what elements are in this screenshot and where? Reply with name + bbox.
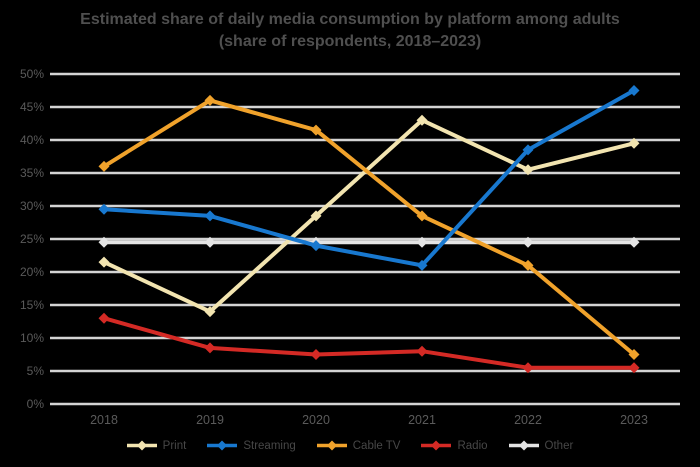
y-tick-label: 25%	[19, 232, 44, 246]
data-point-marker	[628, 85, 640, 96]
legend: Print Streaming Cable TV Radio Other	[0, 439, 700, 452]
data-point-marker	[98, 203, 110, 215]
data-point-marker	[522, 362, 534, 374]
series-line-radio	[102, 316, 636, 370]
legend-line-swatch-icon	[316, 440, 347, 451]
data-point-marker	[204, 210, 216, 222]
x-tick-label: 2019	[196, 413, 224, 427]
chart-title: Estimated share of daily media consumpti…	[80, 11, 620, 28]
data-point-marker	[416, 345, 428, 357]
legend-label: Radio	[457, 439, 488, 452]
data-point-marker	[98, 236, 110, 248]
legend-line-swatch-icon	[207, 440, 238, 451]
y-tick-label: 35%	[19, 166, 44, 180]
legend-line-swatch-icon	[126, 440, 157, 451]
legend-label: Print	[162, 439, 187, 452]
y-tick-label: 30%	[19, 199, 44, 213]
chart-subtitle: (share of respondents, 2018–2023)	[218, 33, 482, 50]
data-point-marker	[98, 256, 110, 268]
y-tick-label: 40%	[19, 133, 44, 147]
data-point-marker	[98, 160, 110, 172]
legend-line-swatch-icon	[508, 440, 539, 451]
data-point-marker	[416, 210, 428, 222]
data-point-marker	[310, 210, 322, 222]
data-point-marker	[204, 306, 216, 318]
data-point-marker	[310, 240, 322, 252]
y-tick-label: 10%	[19, 331, 44, 345]
series-line-streaming	[102, 88, 636, 268]
x-tick-label: 2021	[408, 413, 436, 427]
legend-item-other: Other	[508, 439, 574, 452]
data-point-marker	[204, 236, 216, 248]
data-point-marker	[628, 362, 640, 374]
y-tick-label: 45%	[19, 100, 44, 114]
data-point-marker	[522, 144, 534, 156]
data-point-marker	[416, 114, 428, 126]
data-point-marker	[204, 94, 216, 106]
x-tick-label: 2018	[90, 413, 118, 427]
data-point-marker	[522, 164, 534, 176]
data-point-marker	[98, 312, 110, 324]
data-point-marker	[310, 349, 322, 360]
data-point-marker	[628, 236, 640, 248]
data-point-marker	[416, 259, 428, 271]
data-point-marker	[628, 137, 640, 149]
y-tick-label: 50%	[19, 67, 44, 81]
y-tick-label: 0%	[26, 397, 44, 411]
y-tick-label: 15%	[19, 298, 44, 312]
legend-item-cable-tv: Cable TV	[316, 439, 401, 452]
x-tick-label: 2020	[302, 413, 330, 427]
legend-line-swatch-icon	[421, 440, 452, 451]
data-point-marker	[522, 259, 534, 271]
data-point-marker	[522, 236, 534, 248]
data-point-marker	[204, 342, 216, 354]
legend-item-radio: Radio	[421, 439, 488, 452]
legend-item-print: Print	[126, 439, 187, 452]
series-line-print	[102, 118, 636, 314]
x-tick-label: 2023	[620, 413, 648, 427]
data-point-marker	[310, 124, 322, 136]
y-tick-label: 20%	[19, 265, 44, 279]
series-line-cable-tv	[102, 98, 636, 357]
legend-label: Cable TV	[352, 439, 401, 452]
legend-label: Streaming	[243, 439, 296, 452]
legend-item-streaming: Streaming	[207, 439, 296, 452]
legend-label: Other	[544, 439, 574, 452]
x-tick-label: 2022	[514, 413, 542, 427]
data-point-marker	[416, 236, 428, 248]
data-point-marker	[628, 349, 640, 360]
y-tick-label: 5%	[26, 364, 44, 378]
